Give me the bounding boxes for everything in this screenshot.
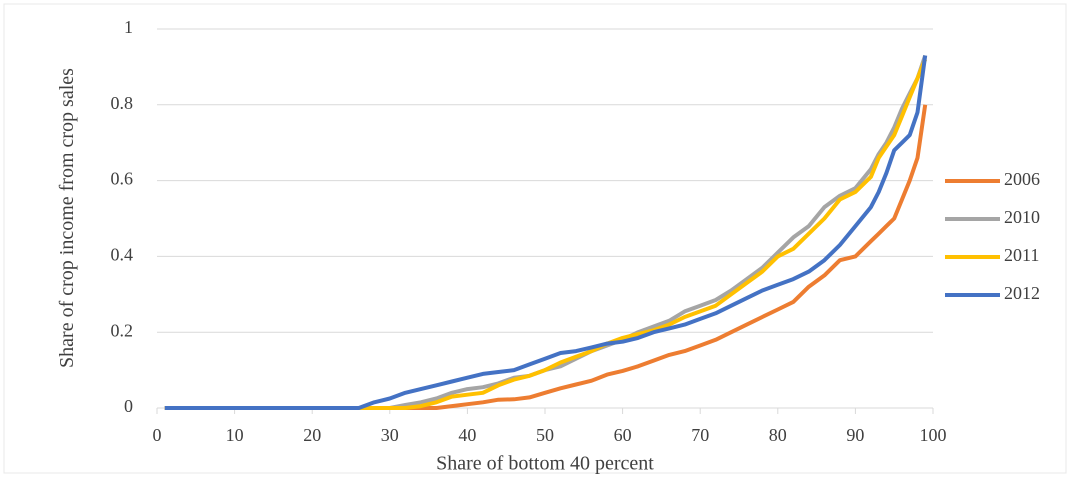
x-tick-label: 0	[153, 425, 162, 445]
x-tick-label: 90	[846, 425, 864, 445]
y-tick-label: 1	[124, 17, 133, 37]
legend-label: 2010	[1004, 207, 1040, 227]
x-tick-label: 60	[614, 425, 632, 445]
chart-border	[3, 3, 1067, 474]
x-tick-label: 80	[769, 425, 787, 445]
x-axis-title: Share of bottom 40 percent	[436, 453, 654, 475]
y-tick-label: 0	[124, 396, 133, 416]
y-tick-label: 0.6	[111, 169, 134, 189]
y-tick-label: 0.8	[111, 93, 134, 113]
x-tick-label: 30	[381, 425, 399, 445]
legend-label: 2006	[1004, 169, 1040, 189]
y-tick-label: 0.2	[111, 320, 134, 340]
series-line	[164, 55, 928, 410]
series-line	[164, 58, 928, 410]
x-tick-label: 40	[458, 425, 476, 445]
y-axis-title: Share of crop income from crop sales	[56, 68, 78, 368]
x-tick-label: 20	[303, 425, 321, 445]
x-tick-label: 10	[226, 425, 244, 445]
legend-label: 2011	[1004, 245, 1039, 265]
x-tick-label: 50	[536, 425, 554, 445]
legend-label: 2012	[1004, 283, 1040, 303]
x-tick-label: 100	[920, 425, 947, 445]
y-tick-label: 0.4	[111, 245, 134, 265]
x-tick-label: 70	[691, 425, 709, 445]
